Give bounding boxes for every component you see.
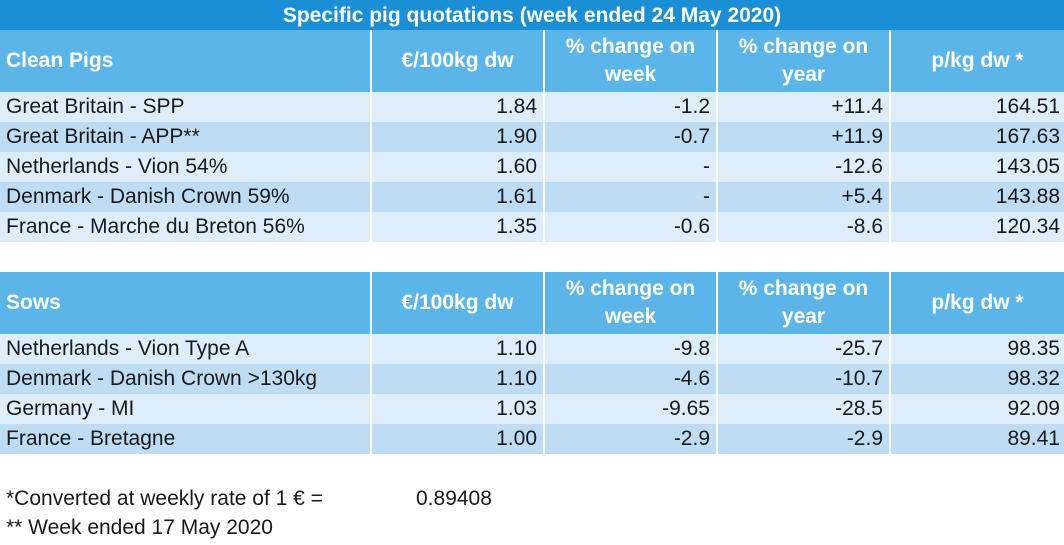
eur-value: 1.61 bbox=[372, 182, 545, 212]
pkg-value: 98.35 bbox=[891, 334, 1064, 364]
year-change: -8.6 bbox=[718, 212, 891, 242]
eur-value: 1.10 bbox=[372, 334, 545, 364]
year-change: -10.7 bbox=[718, 364, 891, 394]
eur-value: 1.35 bbox=[372, 212, 545, 242]
year-change: -2.9 bbox=[718, 424, 891, 454]
row-label: Great Britain - SPP bbox=[0, 92, 372, 122]
pkg-value: 143.05 bbox=[891, 152, 1064, 182]
week-change: - bbox=[545, 152, 718, 182]
eur-value: 1.90 bbox=[372, 122, 545, 152]
row-label: Netherlands - Vion Type A bbox=[0, 334, 372, 364]
clean-pigs-table: Clean Pigs €/100kg dw % change on week %… bbox=[0, 30, 1064, 242]
pkg-value: 164.51 bbox=[891, 92, 1064, 122]
row-label: France - Bretagne bbox=[0, 424, 372, 454]
eur-value: 1.60 bbox=[372, 152, 545, 182]
week-footnote: ** Week ended 17 May 2020 bbox=[6, 516, 273, 539]
table-row: France - Bretagne 1.00 -2.9 -2.9 89.41 bbox=[0, 424, 1064, 454]
col-year-header: % change on year bbox=[718, 30, 891, 92]
table-row: Germany - MI 1.03 -9.65 -28.5 92.09 bbox=[0, 394, 1064, 424]
eur-value: 1.00 bbox=[372, 424, 545, 454]
col-eur-header: €/100kg dw bbox=[372, 272, 545, 334]
col-pkg-header: p/kg dw * bbox=[891, 272, 1064, 334]
week-change: -2.9 bbox=[545, 424, 718, 454]
pkg-value: 89.41 bbox=[891, 424, 1064, 454]
conversion-footnote: *Converted at weekly rate of 1 € = bbox=[6, 487, 323, 510]
pkg-value: 120.34 bbox=[891, 212, 1064, 242]
row-label: Germany - MI bbox=[0, 394, 372, 424]
week-change: -9.8 bbox=[545, 334, 718, 364]
conversion-rate: 0.89408 bbox=[416, 487, 492, 510]
year-change: -25.7 bbox=[718, 334, 891, 364]
week-change: -9.65 bbox=[545, 394, 718, 424]
year-change: +5.4 bbox=[718, 182, 891, 212]
pkg-value: 92.09 bbox=[891, 394, 1064, 424]
pkg-value: 167.63 bbox=[891, 122, 1064, 152]
table-row: Great Britain - APP** 1.90 -0.7 +11.9 16… bbox=[0, 122, 1064, 152]
clean-pigs-heading: Clean Pigs bbox=[0, 30, 372, 92]
row-label: Great Britain - APP** bbox=[0, 122, 372, 152]
sows-table: Sows €/100kg dw % change on week % chang… bbox=[0, 272, 1064, 454]
year-change: -28.5 bbox=[718, 394, 891, 424]
table-row: Denmark - Danish Crown >130kg 1.10 -4.6 … bbox=[0, 364, 1064, 394]
row-label: Denmark - Danish Crown >130kg bbox=[0, 364, 372, 394]
week-change: - bbox=[545, 182, 718, 212]
week-change: -0.6 bbox=[545, 212, 718, 242]
pkg-value: 98.32 bbox=[891, 364, 1064, 394]
col-year-header: % change on year bbox=[718, 272, 891, 334]
table-row: Netherlands - Vion Type A 1.10 -9.8 -25.… bbox=[0, 334, 1064, 364]
col-week-header: % change on week bbox=[545, 30, 718, 92]
col-eur-header: €/100kg dw bbox=[372, 30, 545, 92]
col-week-header: % change on week bbox=[545, 272, 718, 334]
col-pkg-header: p/kg dw * bbox=[891, 30, 1064, 92]
row-label: France - Marche du Breton 56% bbox=[0, 212, 372, 242]
sows-heading: Sows bbox=[0, 272, 372, 334]
table-row: Denmark - Danish Crown 59% 1.61 - +5.4 1… bbox=[0, 182, 1064, 212]
eur-value: 1.10 bbox=[372, 364, 545, 394]
row-label: Netherlands - Vion 54% bbox=[0, 152, 372, 182]
year-change: -12.6 bbox=[718, 152, 891, 182]
year-change: +11.9 bbox=[718, 122, 891, 152]
pkg-value: 143.88 bbox=[891, 182, 1064, 212]
table-row: Netherlands - Vion 54% 1.60 - -12.6 143.… bbox=[0, 152, 1064, 182]
table-row: France - Marche du Breton 56% 1.35 -0.6 … bbox=[0, 212, 1064, 242]
week-change: -4.6 bbox=[545, 364, 718, 394]
week-change: -0.7 bbox=[545, 122, 718, 152]
year-change: +11.4 bbox=[718, 92, 891, 122]
row-label: Denmark - Danish Crown 59% bbox=[0, 182, 372, 212]
table-row: Great Britain - SPP 1.84 -1.2 +11.4 164.… bbox=[0, 92, 1064, 122]
week-change: -1.2 bbox=[545, 92, 718, 122]
eur-value: 1.84 bbox=[372, 92, 545, 122]
page-title: Specific pig quotations (week ended 24 M… bbox=[0, 0, 1064, 30]
eur-value: 1.03 bbox=[372, 394, 545, 424]
